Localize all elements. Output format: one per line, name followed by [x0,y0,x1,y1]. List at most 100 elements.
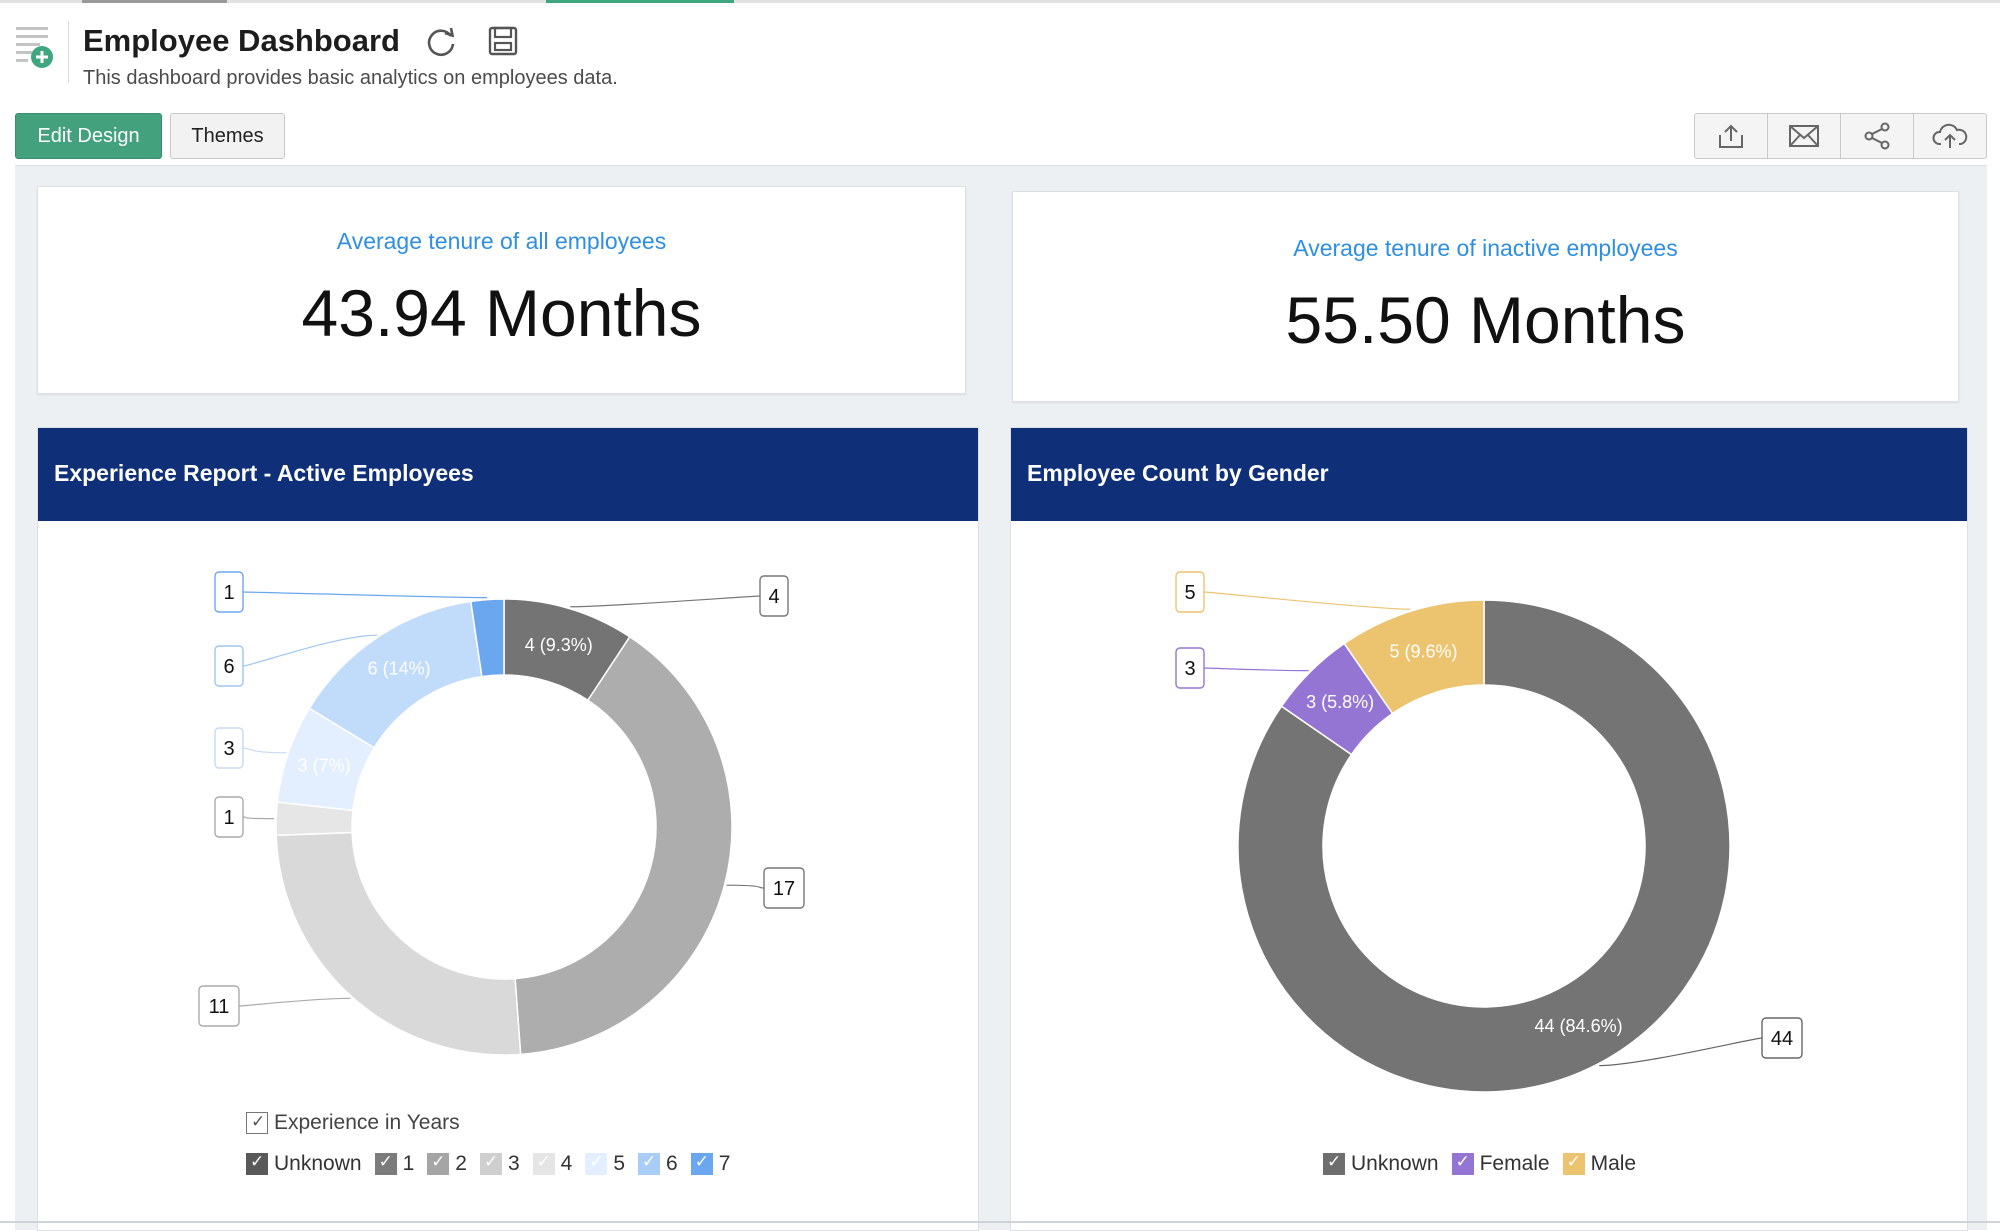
callout-label: 11 [209,996,230,1018]
themes-button[interactable]: Themes [170,113,285,159]
legend-label: Unknown [1351,1152,1439,1175]
header-divider [68,21,69,83]
callout-box [1175,571,1205,613]
legend-checkbox[interactable] [1323,1152,1345,1175]
legend-checkbox[interactable] [479,1152,502,1175]
panel-header: Employee Count by Gender [1011,428,1967,521]
kpi-value: 55.50 Months [1285,283,1686,357]
callout-box [1761,1017,1803,1059]
legend-checkbox[interactable] [427,1152,450,1175]
tab-indicator-active[interactable] [546,0,734,3]
legend-label: 7 [718,1152,731,1175]
pie-slice[interactable] [514,635,733,1056]
legend-item[interactable]: Male [1562,1152,1637,1176]
pie-slice[interactable] [1237,599,1731,1093]
legend-label: 5 [613,1152,625,1175]
legend-title-checkbox[interactable] [246,1112,268,1134]
kpi-label: Average tenure of inactive employees [1293,235,1678,261]
legend-checkbox[interactable] [532,1152,555,1175]
email-icon [1789,125,1819,147]
legend-item[interactable]: Unknown [1323,1152,1439,1176]
slice-data-label: 44 (84.6%) [1535,1016,1623,1036]
callout-box [214,796,244,838]
callout-box [763,867,805,909]
legend-item[interactable]: Unknown [246,1152,362,1176]
slice-data-label: 4 (9.3%) [525,635,593,655]
save-icon[interactable] [487,25,519,57]
callout-connector [238,997,351,1007]
legend-item[interactable]: 1 [374,1152,414,1176]
legend-label: Unknown [274,1152,362,1175]
kpi-card-avg-tenure-all[interactable]: Average tenure of all employees 43.94 Mo… [37,186,966,394]
legend-checkbox[interactable] [1451,1152,1474,1175]
pie-slice[interactable] [275,831,522,1056]
slice-data-label: 3 (7%) [298,756,351,776]
callout-label: 6 [223,656,234,678]
legend-label: 2 [455,1152,467,1175]
legend-checkbox[interactable] [1562,1152,1585,1175]
kpi-card-avg-tenure-inactive[interactable]: Average tenure of inactive employees 55.… [1012,191,1959,402]
callout-connector [1599,1037,1763,1067]
legend-item[interactable]: Female [1451,1152,1550,1176]
callout-connector [570,595,761,608]
refresh-icon[interactable] [424,25,458,59]
callout-connector [1203,667,1309,672]
legend-label: 4 [560,1152,573,1175]
callout-label: 3 [223,738,234,760]
export-icon [1719,124,1743,148]
top-tab-strip [0,0,2000,3]
legend-checkbox[interactable] [690,1152,713,1175]
callout-label: 44 [1771,1028,1793,1050]
menu-add-icon[interactable] [14,23,56,71]
kpi-value: 43.94 Months [301,276,702,350]
legend-checkbox[interactable] [246,1152,268,1175]
legend-title[interactable]: Experience in Years [246,1111,460,1135]
legend-checkbox[interactable] [585,1152,608,1175]
share-icon [1864,122,1890,150]
callout-label: 3 [1184,658,1195,680]
legend-item[interactable]: 6 [638,1152,678,1176]
action-toolbar [1694,113,1987,159]
bottom-border [0,1221,2000,1223]
tab-indicator-inactive[interactable] [82,0,227,3]
legend-label: Male [1590,1152,1637,1175]
callout-box [1175,647,1205,689]
callout-label: 1 [223,807,234,829]
edit-design-button[interactable]: Edit Design [15,113,162,159]
callout-connector [1203,591,1411,610]
dashboard-header: Employee Dashboard This dashboard provid… [0,3,2000,165]
cloud-upload-button[interactable] [1914,114,1986,158]
panel-header: Experience Report - Active Employees [38,428,978,521]
callout-box [214,571,244,613]
legend-label: 6 [666,1152,678,1175]
email-button[interactable] [1768,114,1841,158]
callout-label: 4 [768,586,779,608]
slice-data-label: 5 (9.6%) [1389,642,1457,662]
callout-label: 5 [1184,582,1195,604]
legend-checkbox[interactable] [374,1152,397,1175]
gender-donut-chart: 44 (84.6%) 44 3 (5.8%) 3 5 (9.6%) 5 [1175,571,1803,1093]
page-subtitle: This dashboard provides basic analytics … [83,67,618,89]
cloud-upload-icon [1932,123,1968,148]
legend-item[interactable]: 2 [427,1152,467,1176]
slice-data-label: 6 (14%) [368,659,431,679]
callout-connector [242,591,488,599]
pie-slice[interactable] [1343,599,1485,715]
legend-checkbox[interactable] [638,1152,660,1175]
share-button[interactable] [1841,114,1914,158]
legend-item[interactable]: 5 [585,1152,625,1176]
legend-item[interactable]: 3 [479,1152,520,1176]
legend-label: 3 [507,1152,520,1175]
kpi-label: Average tenure of all employees [336,228,667,254]
page-title: Employee Dashboard [83,23,400,58]
legend-item[interactable]: 7 [690,1152,731,1176]
callout-label: 17 [773,878,795,900]
legend-label: Female [1479,1152,1550,1175]
gender-legend: Unknown Female Male [1323,1152,1649,1176]
pie-slice[interactable] [469,598,505,678]
legend-title-text: Experience in Years [274,1111,460,1134]
callout-connector [242,747,287,754]
legend-item[interactable]: 4 [532,1152,573,1176]
export-button[interactable] [1695,114,1768,158]
